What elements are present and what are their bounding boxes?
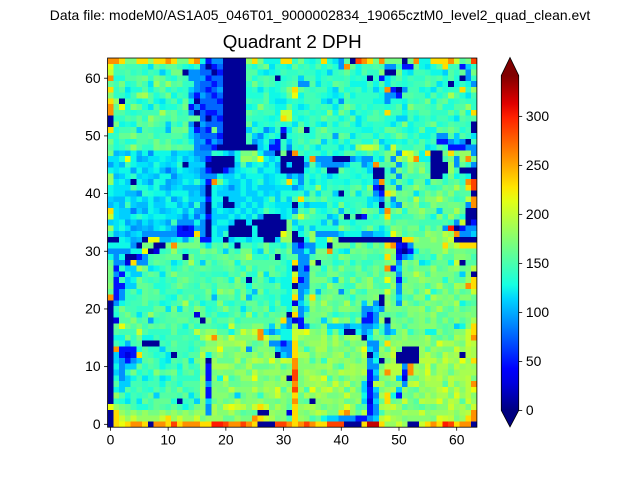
svg-text:Data file: modeM0/AS1A05_046T0: Data file: modeM0/AS1A05_046T01_90000028…: [50, 7, 591, 23]
svg-text:50: 50: [85, 127, 101, 143]
svg-text:200: 200: [526, 206, 549, 222]
svg-text:300: 300: [526, 108, 549, 124]
svg-text:20: 20: [218, 431, 234, 447]
svg-text:40: 40: [334, 431, 350, 447]
svg-text:30: 30: [85, 243, 101, 259]
svg-text:50: 50: [391, 431, 407, 447]
svg-text:100: 100: [526, 304, 549, 320]
svg-text:10: 10: [160, 431, 176, 447]
svg-text:50: 50: [526, 353, 542, 369]
svg-text:250: 250: [526, 157, 549, 173]
svg-text:60: 60: [449, 431, 465, 447]
svg-text:60: 60: [85, 70, 101, 86]
svg-text:150: 150: [526, 255, 549, 271]
svg-text:10: 10: [85, 358, 101, 374]
svg-text:30: 30: [276, 431, 292, 447]
svg-text:20: 20: [85, 301, 101, 317]
svg-text:40: 40: [85, 185, 101, 201]
svg-text:Quadrant 2 DPH: Quadrant 2 DPH: [223, 31, 362, 52]
svg-text:0: 0: [526, 402, 534, 418]
svg-text:0: 0: [93, 416, 101, 432]
svg-text:0: 0: [107, 431, 115, 447]
